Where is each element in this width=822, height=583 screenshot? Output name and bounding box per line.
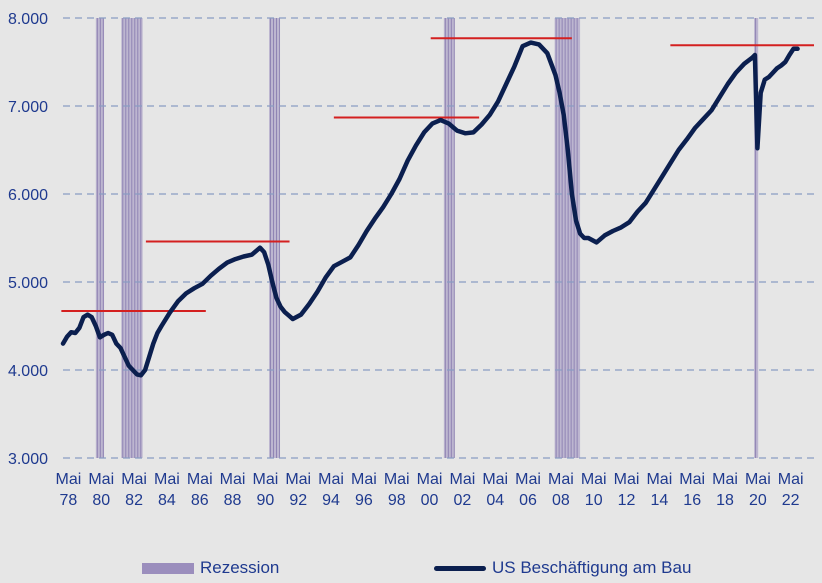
x-tick-year-12: 02 bbox=[453, 492, 471, 509]
x-tick-year-8: 94 bbox=[322, 492, 340, 509]
x-tick-year-17: 12 bbox=[618, 492, 636, 509]
x-tick-year-7: 92 bbox=[289, 492, 307, 509]
x-tick-month-9: Mai bbox=[351, 471, 377, 488]
x-tick-month-6: Mai bbox=[253, 471, 279, 488]
x-tick-month-7: Mai bbox=[285, 471, 311, 488]
x-tick-year-10: 98 bbox=[388, 492, 406, 509]
x-tick-month-1: Mai bbox=[88, 471, 114, 488]
grid-lines bbox=[63, 17, 814, 459]
x-tick-year-2: 82 bbox=[125, 492, 143, 509]
x-tick-month-10: Mai bbox=[384, 471, 410, 488]
x-tick-year-9: 96 bbox=[355, 492, 373, 509]
recession-band-2 bbox=[269, 18, 280, 458]
x-tick-year-4: 86 bbox=[191, 492, 209, 509]
x-tick-month-14: Mai bbox=[515, 471, 541, 488]
y-tick-label-3: 6.000 bbox=[8, 187, 48, 204]
x-tick-year-22: 22 bbox=[782, 492, 800, 509]
x-tick-year-1: 80 bbox=[92, 492, 110, 509]
legend-series: US Beschäftigung am Bau bbox=[434, 556, 691, 580]
y-tick-label-0: 3.000 bbox=[8, 451, 48, 468]
x-tick-year-3: 84 bbox=[158, 492, 176, 509]
x-tick-year-11: 00 bbox=[421, 492, 439, 509]
x-tick-month-20: Mai bbox=[712, 471, 738, 488]
x-tick-month-4: Mai bbox=[187, 471, 213, 488]
recession-swatch-icon bbox=[142, 562, 194, 574]
x-tick-month-15: Mai bbox=[548, 471, 574, 488]
legend-series-label: US Beschäftigung am Bau bbox=[492, 558, 692, 577]
series-line-0 bbox=[60, 40, 800, 378]
y-tick-label-2: 5.000 bbox=[8, 275, 48, 292]
legend-recession: Rezession bbox=[142, 556, 279, 580]
y-tick-label-5: 8.000 bbox=[8, 11, 48, 28]
x-tick-month-2: Mai bbox=[121, 471, 147, 488]
y-axis-ticks: 3.000 4.000 5.000 6.000 7.000 8.000 bbox=[8, 11, 48, 468]
recession-band-3 bbox=[443, 18, 455, 458]
x-tick-year-14: 06 bbox=[519, 492, 537, 509]
x-tick-month-19: Mai bbox=[679, 471, 705, 488]
recession-band-5 bbox=[754, 18, 759, 458]
x-tick-year-21: 20 bbox=[749, 492, 767, 509]
x-tick-month-21: Mai bbox=[745, 471, 771, 488]
x-tick-month-22: Mai bbox=[778, 471, 804, 488]
x-tick-year-18: 14 bbox=[650, 492, 668, 509]
x-tick-year-13: 04 bbox=[486, 492, 504, 509]
x-tick-year-19: 16 bbox=[683, 492, 701, 509]
x-tick-month-3: Mai bbox=[154, 471, 180, 488]
recession-bands bbox=[95, 18, 759, 458]
x-tick-month-11: Mai bbox=[417, 471, 443, 488]
series-lines bbox=[60, 40, 800, 378]
series-swatch-icon bbox=[434, 565, 486, 571]
x-tick-year-20: 18 bbox=[716, 492, 734, 509]
x-tick-month-0: Mai bbox=[56, 471, 82, 488]
peak-lines bbox=[61, 37, 814, 313]
x-tick-year-0: 78 bbox=[60, 492, 78, 509]
x-tick-year-15: 08 bbox=[552, 492, 570, 509]
x-tick-year-5: 88 bbox=[224, 492, 242, 509]
x-axis-ticks: Mai 78 Mai 80 Mai 82 Mai 84 Mai 86 Mai 88 Mai 90 Mai 92… bbox=[56, 471, 804, 509]
x-tick-month-12: Mai bbox=[449, 471, 475, 488]
legend-recession-label: Rezession bbox=[200, 558, 280, 577]
x-tick-month-17: Mai bbox=[614, 471, 640, 488]
x-tick-year-16: 10 bbox=[585, 492, 603, 509]
x-tick-month-18: Mai bbox=[646, 471, 672, 488]
y-tick-label-1: 4.000 bbox=[8, 363, 48, 380]
y-tick-label-4: 7.000 bbox=[8, 99, 48, 116]
x-tick-year-6: 90 bbox=[257, 492, 275, 509]
x-tick-month-16: Mai bbox=[581, 471, 607, 488]
x-tick-month-13: Mai bbox=[482, 471, 508, 488]
x-tick-month-5: Mai bbox=[220, 471, 246, 488]
x-tick-month-8: Mai bbox=[318, 471, 344, 488]
